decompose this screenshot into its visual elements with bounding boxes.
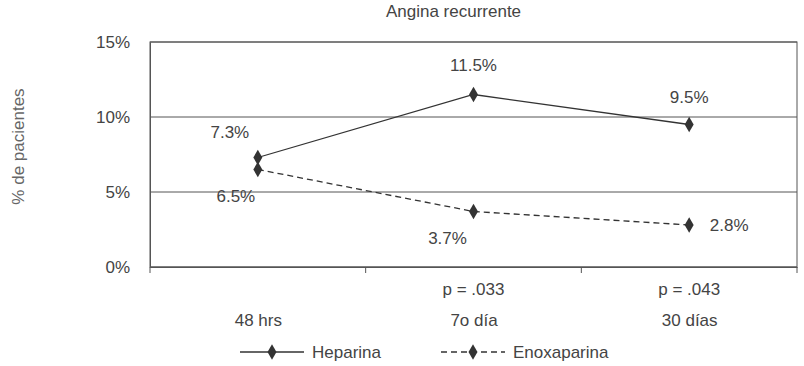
legend-label: Heparina [312, 343, 382, 362]
y-tick: 10% [96, 108, 150, 127]
x-boundary-tick [150, 267, 151, 273]
x-boundary-ticks [150, 267, 797, 273]
y-tick-label: 10% [96, 108, 130, 127]
data-label: 3.7% [428, 229, 467, 248]
y-tick: 15% [96, 33, 150, 52]
x-tick-label: 7o día [450, 311, 498, 330]
x-tick-label: 30 días [662, 311, 718, 330]
y-tick-label: 0% [105, 258, 130, 277]
annotation: p = .033 [443, 280, 505, 299]
x-boundary-tick [581, 267, 582, 273]
y-tick: 5% [105, 183, 150, 202]
data-label: 7.3% [210, 123, 249, 142]
data-label: 2.8% [710, 216, 749, 235]
legend-item: Heparina [240, 343, 382, 362]
x-boundary-tick [797, 267, 798, 273]
marker [685, 117, 694, 133]
y-axis: 0% 5% 10% 15% [96, 33, 151, 277]
y-tick-label: 15% [96, 33, 130, 52]
y-tick: 0% [105, 258, 150, 277]
legend-marker [469, 344, 478, 360]
annotation: p = .043 [658, 280, 720, 299]
x-boundary-tick [365, 267, 366, 273]
grid [150, 42, 797, 267]
legend: Heparina Enoxaparina [240, 343, 609, 362]
y-tick-label: 5% [105, 183, 130, 202]
y-axis-title: % de pacientes [9, 88, 28, 204]
marker [469, 87, 478, 103]
data-label: 6.5% [216, 187, 255, 206]
x-axis: 48 hrs 7o día 30 días [151, 267, 798, 330]
plot: 0% 5% 10% 15% 48 hrs 7o día 30 días p = .033 p =… [96, 33, 798, 330]
marker [469, 204, 478, 220]
chart: 0% 5% 10% 15% 48 hrs 7o día 30 días p = .033 p =… [0, 0, 804, 366]
grid-line [150, 117, 797, 118]
legend-marker [268, 344, 277, 360]
x-tick-label: 48 hrs [235, 311, 282, 330]
y-axis-line [150, 43, 151, 268]
marker [253, 162, 262, 178]
x-tick: 48 hrs [235, 267, 282, 330]
plot-frame [150, 42, 797, 267]
data-label: 9.5% [670, 88, 709, 107]
series-line [258, 170, 689, 226]
legend-label: Enoxaparina [513, 343, 609, 362]
x-axis-line [151, 267, 798, 268]
legend-item: Enoxaparina [441, 343, 609, 362]
series-line [258, 95, 689, 158]
title: Angina recurrente [386, 2, 521, 21]
marker [685, 217, 694, 233]
marks [253, 87, 693, 233]
data-label: 11.5% [450, 56, 497, 75]
